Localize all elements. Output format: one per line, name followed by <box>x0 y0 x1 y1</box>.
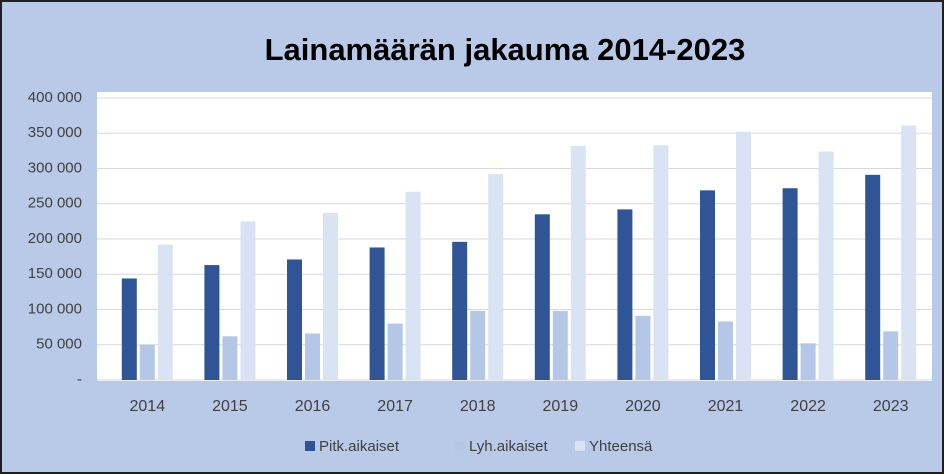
y-tick-label: 150 000 <box>28 265 82 282</box>
bar <box>222 336 238 380</box>
bar <box>617 209 633 380</box>
bar <box>405 191 421 380</box>
x-tick-label: 2019 <box>543 398 579 415</box>
bar <box>369 247 385 380</box>
bar <box>387 323 403 380</box>
x-tick-label: 2014 <box>130 398 166 415</box>
legend-swatch <box>455 441 465 451</box>
x-tick-label: 2016 <box>295 398 331 415</box>
bar <box>552 310 568 380</box>
x-tick-label: 2021 <box>708 398 744 415</box>
bar <box>488 174 504 380</box>
x-tick-label: 2023 <box>873 398 909 415</box>
legend-swatch <box>575 441 585 451</box>
x-tick-label: 2015 <box>212 398 248 415</box>
bar <box>452 241 468 380</box>
bar <box>818 151 834 380</box>
y-tick-label: 100 000 <box>28 300 82 317</box>
bar <box>157 244 173 380</box>
y-tick-label: 350 000 <box>28 124 82 141</box>
legend-label: Pitk.aikaiset <box>319 438 400 455</box>
bar <box>736 131 751 380</box>
y-tick-label: 300 000 <box>28 159 82 176</box>
bar <box>901 125 917 381</box>
bar <box>653 145 669 380</box>
x-tick-label: 2018 <box>460 398 496 415</box>
x-tick-label: 2022 <box>790 398 826 415</box>
bar <box>635 315 651 380</box>
bar <box>470 310 486 380</box>
bar <box>718 321 733 380</box>
plot-area <box>97 92 932 381</box>
bar <box>700 190 715 380</box>
bar <box>240 221 256 380</box>
bar <box>287 259 302 380</box>
bar <box>323 212 338 380</box>
y-tick-label: 250 000 <box>28 195 82 212</box>
y-tick-label: - <box>77 371 82 388</box>
bar <box>570 145 586 380</box>
bar <box>305 333 320 380</box>
bar <box>121 278 137 380</box>
bar <box>883 331 899 380</box>
y-tick-label: 50 000 <box>36 336 82 353</box>
bar <box>204 265 220 380</box>
bar <box>782 188 798 380</box>
y-tick-label: 400 000 <box>28 89 82 106</box>
legend-label: Yhteensä <box>589 438 653 455</box>
bar <box>865 174 881 380</box>
y-tick-label: 200 000 <box>28 230 82 247</box>
chart-title: Lainamäärän jakauma 2014-2023 <box>265 32 746 67</box>
x-tick-label: 2020 <box>625 398 661 415</box>
legend-label: Lyh.aikaiset <box>469 438 548 455</box>
x-tick-label: 2017 <box>377 398 413 415</box>
bar <box>534 214 550 380</box>
bar <box>139 344 155 380</box>
legend-swatch <box>305 441 315 451</box>
bar <box>800 343 816 380</box>
